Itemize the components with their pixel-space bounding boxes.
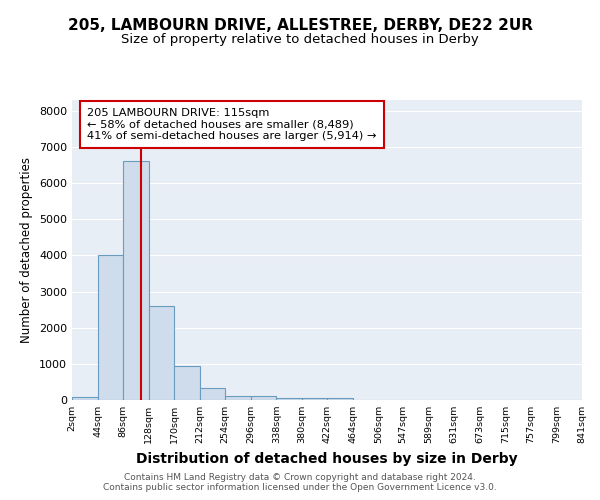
Y-axis label: Number of detached properties: Number of detached properties: [20, 157, 34, 343]
Text: 205, LAMBOURN DRIVE, ALLESTREE, DERBY, DE22 2UR: 205, LAMBOURN DRIVE, ALLESTREE, DERBY, D…: [67, 18, 533, 32]
Bar: [276, 398, 302, 400]
Bar: [200, 388, 225, 400]
Bar: [149, 306, 174, 400]
Bar: [123, 162, 149, 400]
Text: Size of property relative to detached houses in Derby: Size of property relative to detached ho…: [121, 32, 479, 46]
Bar: [174, 366, 200, 400]
Text: 205 LAMBOURN DRIVE: 115sqm
← 58% of detached houses are smaller (8,489)
41% of s: 205 LAMBOURN DRIVE: 115sqm ← 58% of deta…: [88, 108, 377, 140]
Bar: [98, 256, 123, 400]
Bar: [302, 398, 328, 400]
Bar: [328, 398, 353, 400]
X-axis label: Distribution of detached houses by size in Derby: Distribution of detached houses by size …: [136, 452, 518, 466]
Bar: [225, 396, 251, 400]
Bar: [251, 396, 276, 400]
Bar: [72, 397, 98, 400]
Text: Contains HM Land Registry data © Crown copyright and database right 2024.
Contai: Contains HM Land Registry data © Crown c…: [103, 473, 497, 492]
